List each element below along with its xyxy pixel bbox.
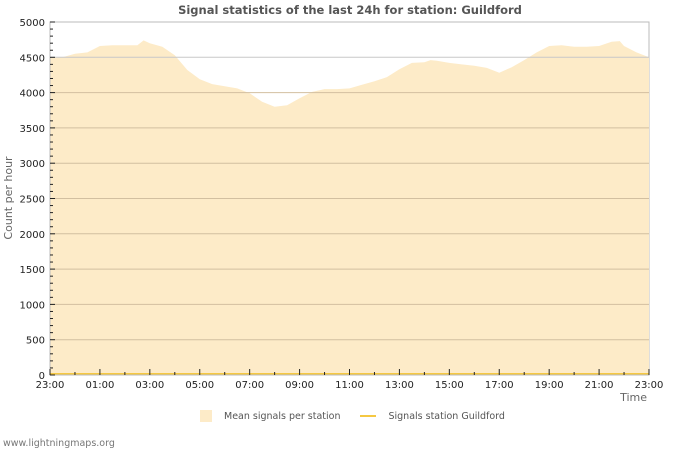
x-tick-label: 17:00 [485,380,514,391]
x-tick-label: 07:00 [235,380,264,391]
y-axis-title: Count per hour [2,156,15,240]
y-tick-label: 2500 [20,195,45,206]
x-tick-label: 23:00 [635,380,664,391]
x-tick-label: 05:00 [185,380,214,391]
y-tick-label: 4000 [20,89,45,100]
y-tick-label: 1000 [20,300,45,311]
y-tick-label: 1500 [20,265,45,276]
line-swatch-icon [360,415,377,417]
x-tick-label: 03:00 [135,380,164,391]
y-tick-label: 2000 [20,230,45,241]
x-tick-label: 23:00 [36,380,65,391]
x-axis-title: Time [619,391,647,404]
legend-item-mean[interactable]: Mean signals per station [200,410,340,422]
axes [49,21,650,376]
y-tick-labels: 0 500 1000 1500 2000 2500 3000 3500 4000 4500 5000 [20,18,45,382]
y-tick-label: 500 [26,336,45,347]
source-footer: www.lightningmaps.org [3,438,115,449]
x-tick-label: 21:00 [585,380,614,391]
mean-signals-area [50,40,649,376]
x-tick-label: 11:00 [335,380,364,391]
x-tick-labels: 23:00 01:00 03:00 05:00 07:00 09:00 11:00 13:00… [36,380,664,391]
y-tick-label: 5000 [20,18,45,29]
x-tick-label: 15:00 [435,380,464,391]
chart-title: Signal statistics of the last 24h for st… [178,3,522,17]
x-tick-label: 19:00 [535,380,564,391]
legend-label-station: Signals station Guildford [388,410,505,422]
x-tick-label: 09:00 [285,380,314,391]
y-tick-label: 4500 [20,53,45,64]
x-tick-label: 13:00 [385,380,414,391]
x-tick-label: 01:00 [86,380,115,391]
y-tick-label: 3000 [20,159,45,170]
legend-label-mean: Mean signals per station [224,410,341,422]
legend-item-station[interactable]: Signals station Guildford [360,410,505,422]
y-tick-label: 0 [39,371,45,382]
legend: Mean signals per station Signals station… [200,410,525,422]
y-tick-label: 3500 [20,124,45,135]
area-swatch-icon [200,410,212,422]
